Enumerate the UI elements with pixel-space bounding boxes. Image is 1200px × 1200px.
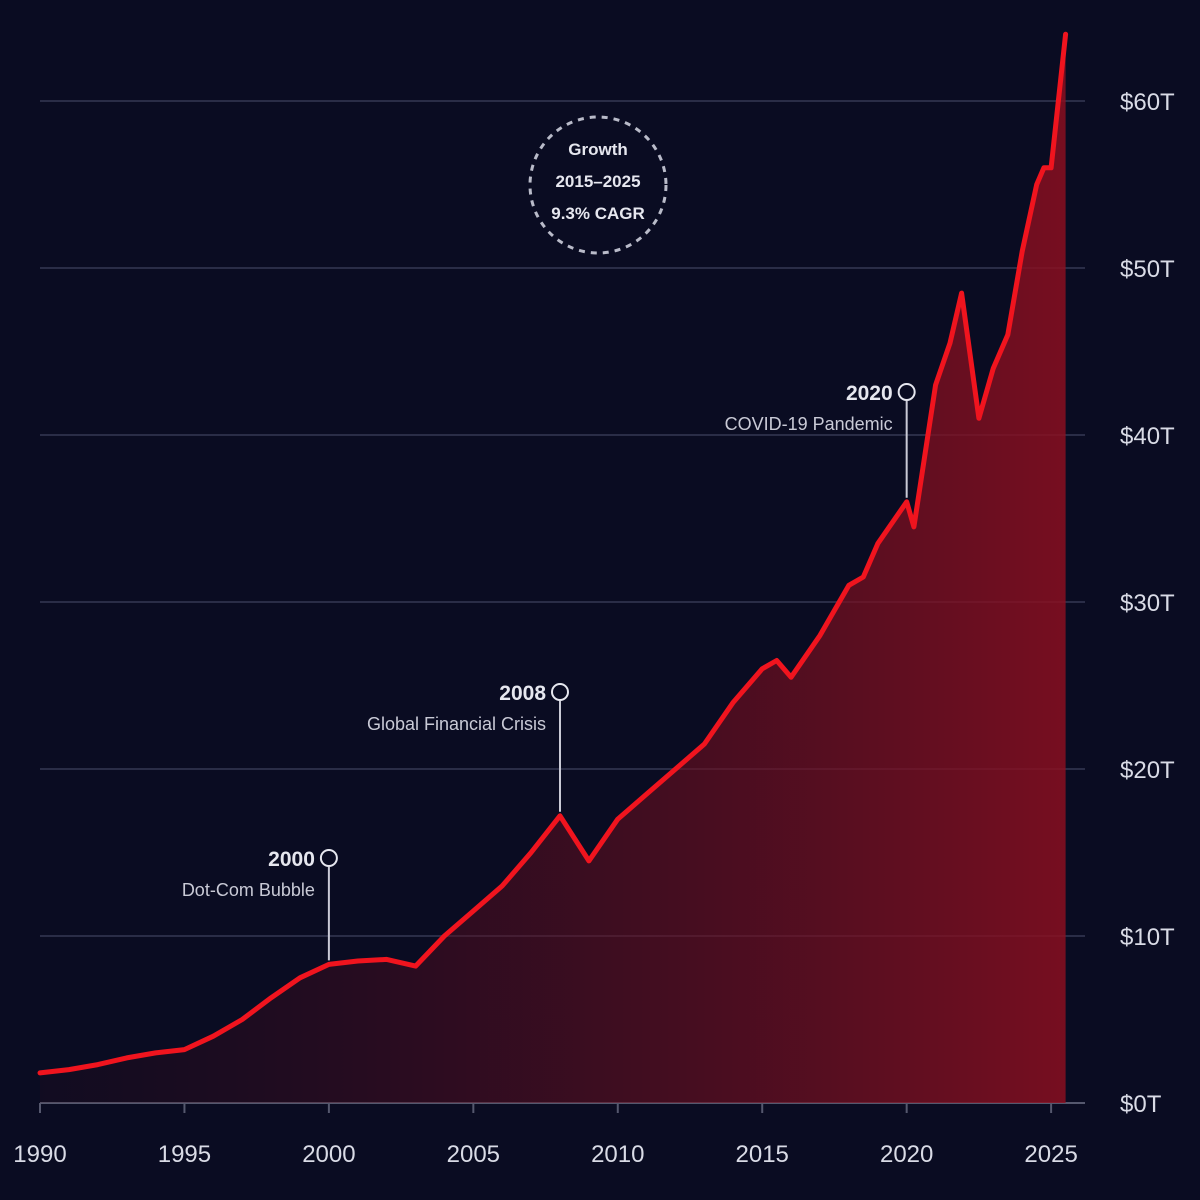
series-line <box>37 31 1069 1076</box>
annotation-marker <box>551 683 569 701</box>
x-tick-label: 2010 <box>591 1141 644 1168</box>
badge-line: 9.3% CAGR <box>551 204 645 223</box>
annotation-label: Dot-Com Bubble <box>182 880 315 900</box>
y-tick-label: $20T <box>1120 757 1175 784</box>
y-tick-label: $30T <box>1120 590 1175 617</box>
annotation-label: Global Financial Crisis <box>367 714 546 734</box>
series-area <box>40 34 1066 1104</box>
annotation-marker <box>319 849 338 867</box>
x-tick-label: 1995 <box>158 1141 211 1168</box>
growth-badge: Growth 2015–2025 9.3% CAGR <box>528 115 668 255</box>
annotation-year: 2008 <box>499 682 546 705</box>
y-tick-label: $60T <box>1120 89 1175 116</box>
x-tick-label: 2000 <box>302 1141 355 1168</box>
y-tick-label: $40T <box>1120 423 1175 450</box>
annotations: 2000 Dot-Com Bubble 2008 Global Financial C… <box>182 382 916 961</box>
x-axis-ticks: 1990 1995 2000 2005 2010 2015 2020 2025 <box>13 1103 1078 1168</box>
annotation-label: COVID-19 Pandemic <box>725 414 893 434</box>
annotation-year: 2000 <box>268 848 315 871</box>
y-tick-label: $50T <box>1120 256 1175 283</box>
y-axis-ticks: $0T $10T $20T $30T $40T $50T $60T <box>1120 89 1175 1118</box>
annotation-2000: 2000 Dot-Com Bubble <box>182 848 338 961</box>
annotation-year: 2020 <box>846 382 893 405</box>
badge-line: Growth <box>568 140 628 159</box>
x-tick-label: 2025 <box>1024 1141 1077 1168</box>
annotation-2020: 2020 COVID-19 Pandemic <box>725 382 916 498</box>
badge-circle <box>528 115 668 255</box>
x-tick-label: 2020 <box>880 1141 933 1168</box>
badge-line: 2015–2025 <box>555 172 640 191</box>
y-tick-label: $10T <box>1120 924 1175 951</box>
x-tick-label: 1990 <box>13 1141 66 1168</box>
x-tick-label: 2005 <box>447 1141 500 1168</box>
x-tick-label: 2015 <box>736 1141 789 1168</box>
annotation-marker <box>897 383 916 401</box>
y-tick-label: $0T <box>1120 1091 1162 1118</box>
annotation-2008: 2008 Global Financial Crisis <box>367 682 569 812</box>
